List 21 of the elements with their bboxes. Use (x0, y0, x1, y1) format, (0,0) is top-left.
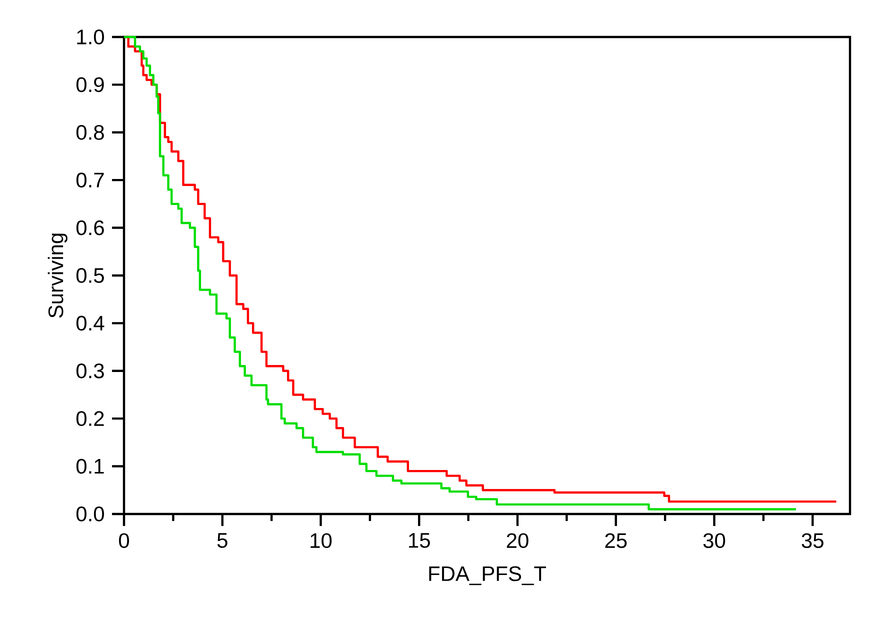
y-tick-label: 0.0 (76, 506, 104, 522)
y-axis-title: Surviving (48, 234, 68, 318)
y-tick-label: 0.7 (76, 172, 104, 188)
x-tick-label: 25 (605, 533, 627, 548)
x-tick-label: 15 (409, 533, 430, 548)
y-tick-label: 0.3 (76, 363, 104, 378)
x-tick-label: 20 (506, 533, 528, 548)
y-tick-label: 0.8 (76, 124, 104, 140)
y-tick-label: 0.9 (76, 77, 104, 92)
y-tick-label: 0.2 (76, 411, 104, 426)
x-axis-title: FDA_PFS_T (429, 566, 546, 586)
y-tick-label: 0.5 (76, 268, 104, 283)
y-tick-label: 0.4 (76, 316, 104, 331)
x-tick-label: 10 (310, 533, 332, 548)
y-tick-label: 1.0 (77, 30, 104, 44)
x-tick-label: 0 (118, 533, 130, 548)
y-tick-label: 0.1 (76, 458, 104, 474)
x-tick-label: 30 (703, 533, 726, 548)
y-tick-label: 0.6 (76, 220, 104, 236)
x-tick-label: 35 (802, 533, 824, 548)
x-tick-label: 5 (217, 533, 228, 548)
